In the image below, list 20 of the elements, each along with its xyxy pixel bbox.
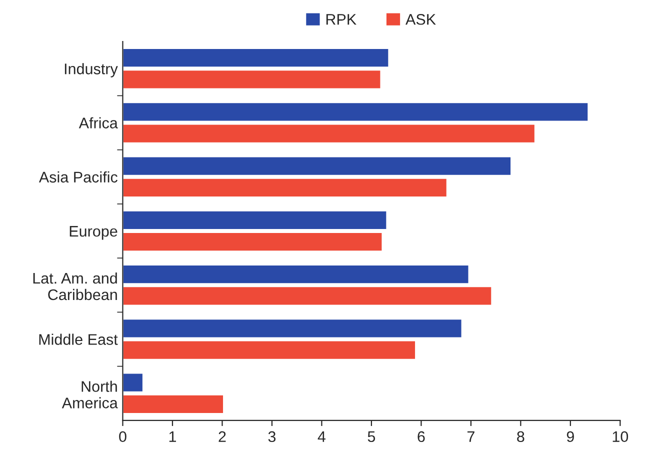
x-tick-label: 6 bbox=[418, 431, 425, 442]
x-tick-label: 3 bbox=[268, 431, 276, 442]
x-tick-label: 9 bbox=[566, 431, 574, 442]
y-tick-label: Europe bbox=[70, 226, 118, 240]
x-tick-label: 1 bbox=[169, 431, 176, 442]
y-tick-label: Industry bbox=[64, 63, 118, 78]
y-tick-label: Africa bbox=[78, 117, 118, 128]
legend-label: ASK bbox=[406, 14, 436, 25]
y-tick-label: Asia Pacific bbox=[38, 171, 118, 183]
y-tick-label: North America bbox=[62, 380, 118, 408]
x-tick-label: 8 bbox=[517, 431, 524, 442]
y-tick-label: Lat. Am. and Caribbean bbox=[33, 272, 117, 300]
x-tick-label: 7 bbox=[467, 431, 474, 442]
x-tick-label: 4 bbox=[318, 431, 326, 442]
x-tick-label: 0 bbox=[119, 431, 126, 442]
legend-label: RPK bbox=[326, 14, 356, 25]
x-tick-label: 10 bbox=[612, 431, 628, 442]
x-tick-label: 2 bbox=[218, 431, 226, 442]
y-tick-label: Middle East bbox=[39, 334, 118, 345]
x-tick-label: 5 bbox=[368, 431, 376, 442]
